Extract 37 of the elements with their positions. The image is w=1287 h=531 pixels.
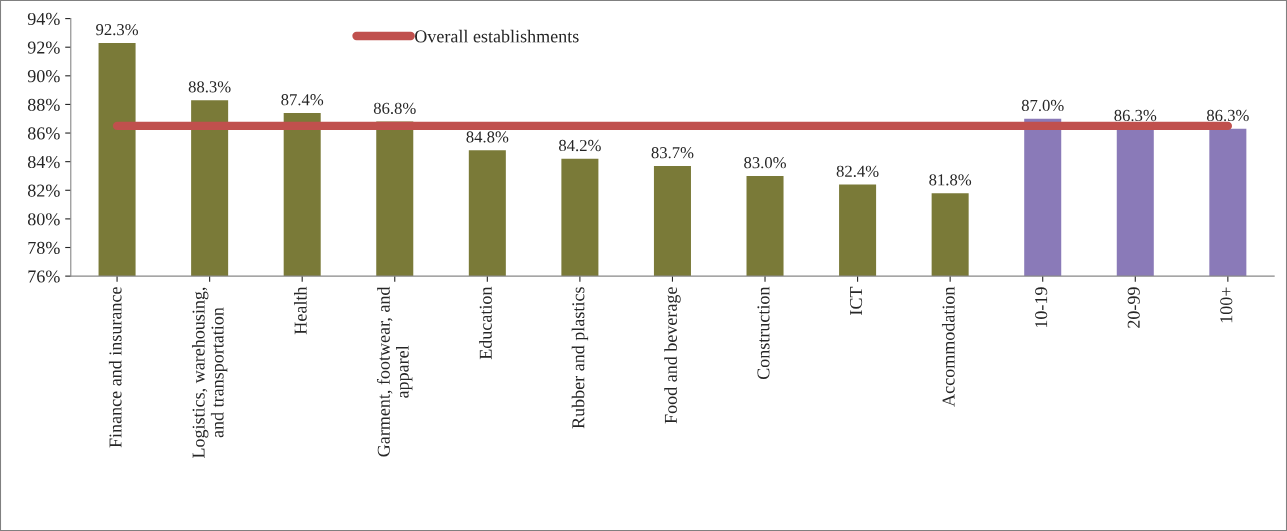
x-tick-label: Logistics, warehousing, and transportation xyxy=(191,287,228,459)
y-tick-label: 76% xyxy=(28,270,60,283)
data-label: 86.3% xyxy=(1114,109,1157,122)
data-label: 82.4% xyxy=(836,165,879,177)
x-tick-label: Education xyxy=(479,286,492,360)
data-label: 87.0% xyxy=(1021,99,1064,112)
data-label: 81.8% xyxy=(929,174,972,186)
y-tick-label: 86% xyxy=(27,127,60,140)
x-tick-label: 100+ xyxy=(1220,287,1233,323)
data-label: 83.0% xyxy=(744,157,786,169)
y-tick-label: 94% xyxy=(27,12,60,26)
data-label: 84.8% xyxy=(466,131,509,143)
data-label: 83.7% xyxy=(651,147,694,159)
data-label: 92.3% xyxy=(96,23,139,36)
x-tick-label: Garment, footwear, and apparel xyxy=(376,286,413,457)
legend-label: Overall establishments xyxy=(415,29,579,43)
y-tick-label: 92% xyxy=(27,41,60,54)
x-tick-label: Accommodation xyxy=(941,286,955,407)
x-tick-label: 10-19 xyxy=(1035,287,1048,328)
data-label: 86.3% xyxy=(1206,109,1249,122)
x-tick-label: Food and beverage xyxy=(664,287,681,424)
x-tick-label: Rubber and plastics xyxy=(571,287,589,429)
x-tick-label: Construction xyxy=(757,286,770,380)
data-label: 87.4% xyxy=(281,94,324,106)
data-label: 84.2% xyxy=(559,139,601,152)
y-tick-label: 84% xyxy=(27,155,60,169)
x-tick-label: ICT xyxy=(849,286,863,315)
y-tick-label: 82% xyxy=(27,184,60,197)
data-label: 86.8% xyxy=(373,102,416,114)
x-tick-label: Finance and insurance xyxy=(108,287,122,448)
y-tick-label: 90% xyxy=(27,70,60,83)
x-tick-label: 20-99 xyxy=(1127,287,1140,328)
y-tick-label: 88% xyxy=(27,98,60,111)
x-tick-label: Health xyxy=(294,286,307,335)
data-label: 88.3% xyxy=(188,81,231,93)
y-tick-label: 80% xyxy=(27,213,60,226)
y-tick-label: 78% xyxy=(28,241,60,255)
